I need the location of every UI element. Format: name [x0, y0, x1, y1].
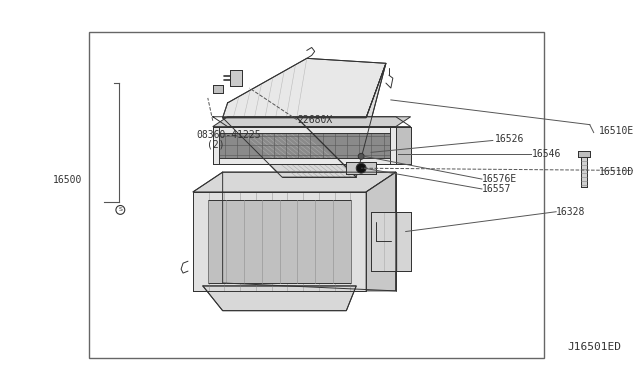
Text: J16501ED: J16501ED: [568, 342, 621, 352]
Polygon shape: [212, 126, 396, 132]
Text: 16500: 16500: [52, 175, 82, 185]
Text: 16526: 16526: [495, 135, 524, 144]
Polygon shape: [212, 158, 396, 164]
Polygon shape: [223, 118, 356, 177]
Polygon shape: [212, 126, 396, 164]
Polygon shape: [346, 162, 376, 174]
Polygon shape: [396, 126, 411, 164]
Text: S: S: [118, 208, 122, 212]
Polygon shape: [193, 192, 366, 291]
Polygon shape: [390, 126, 396, 164]
Polygon shape: [371, 212, 411, 271]
Polygon shape: [578, 151, 590, 157]
Polygon shape: [223, 58, 386, 118]
Polygon shape: [366, 172, 396, 291]
Polygon shape: [230, 70, 243, 86]
Bar: [89, 32, 544, 358]
Text: 16510D: 16510D: [598, 167, 634, 177]
Polygon shape: [212, 85, 223, 93]
Text: 22680X: 22680X: [297, 115, 332, 125]
Polygon shape: [203, 286, 356, 311]
Polygon shape: [212, 126, 219, 164]
Polygon shape: [193, 172, 396, 192]
Text: 16328: 16328: [556, 207, 586, 217]
Ellipse shape: [356, 163, 366, 173]
Text: (2): (2): [207, 140, 225, 150]
Text: 16546: 16546: [531, 149, 561, 159]
Polygon shape: [297, 63, 386, 177]
Text: 16557: 16557: [482, 184, 511, 194]
Polygon shape: [212, 117, 411, 126]
Polygon shape: [208, 200, 351, 283]
Polygon shape: [581, 157, 587, 187]
Text: 16510E: 16510E: [598, 126, 634, 135]
Circle shape: [358, 153, 364, 159]
Text: 08360-41225: 08360-41225: [196, 129, 260, 140]
Text: 16576E: 16576E: [482, 174, 517, 184]
